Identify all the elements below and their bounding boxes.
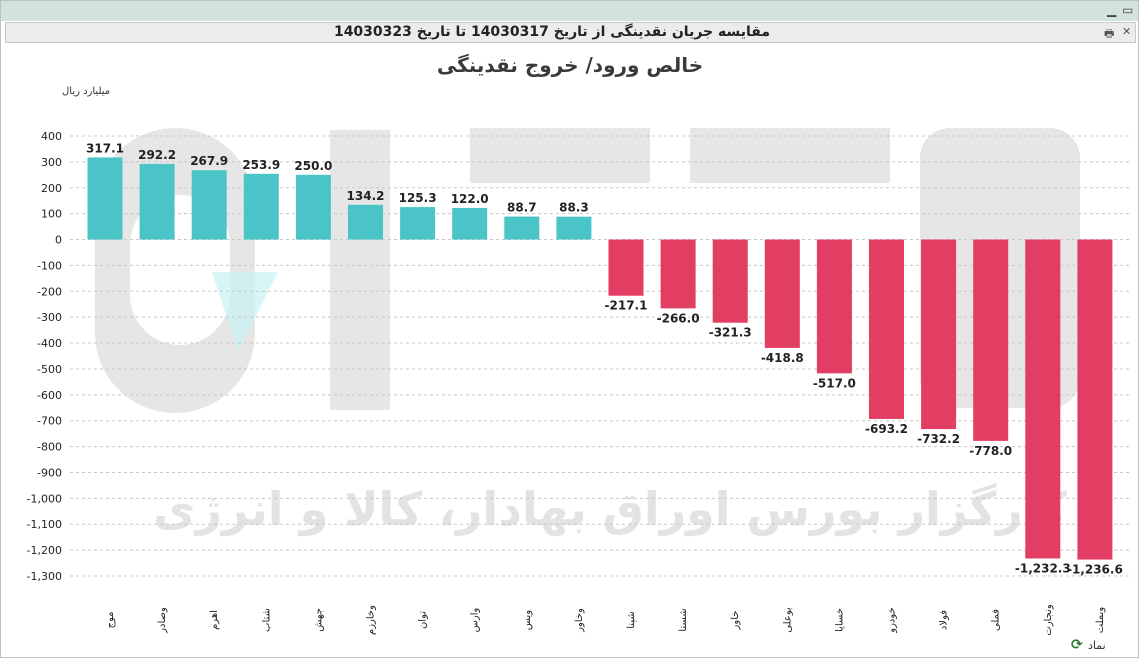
y-tick-label: -600 — [37, 389, 62, 402]
value-labels: 317.1 292.2 267.9 253.9 250.0 134.2 125.3 122.0… — [86, 141, 1123, 576]
x-tick-label: فملی — [991, 609, 1002, 631]
value-label: 267.9 — [190, 154, 228, 168]
watermark-text: کارگزار بورس اوراق بهادار، کالا و انرژی — [153, 482, 1067, 536]
window-title-bar: مقایسه جریان نقدینگی از تاریخ 14030317 ت… — [5, 22, 1136, 43]
y-tick-label: -1,000 — [27, 492, 62, 505]
bar-12 — [712, 239, 748, 323]
bar-6 — [400, 207, 436, 240]
maximize-icon[interactable]: ▭ — [1122, 3, 1134, 17]
value-label: 88.7 — [507, 201, 537, 215]
y-tick-label: -1,200 — [27, 544, 62, 557]
window-top-strip: ▁ ▭ — [1, 1, 1138, 21]
x-tick-label: وخارزم — [366, 605, 377, 635]
bar-17 — [973, 239, 1009, 441]
bar-13 — [764, 239, 800, 348]
value-label: -217.1 — [605, 299, 648, 313]
value-label: -778.0 — [969, 444, 1012, 458]
y-tick-label: -300 — [37, 311, 62, 324]
y-tick-label: -800 — [37, 441, 62, 454]
bar-15 — [869, 239, 904, 419]
value-label: 250.0 — [294, 159, 332, 173]
value-label: 253.9 — [242, 158, 280, 172]
value-label: 122.0 — [451, 192, 489, 206]
close-icon[interactable]: ✕ — [1122, 25, 1132, 38]
y-axis-ticks: 400 300 200 100 0 -100 -200 -300 -400 -500 -600 -70… — [27, 130, 62, 583]
x-tick-label: ونجارت — [1043, 604, 1054, 636]
x-tick-label: خودرو — [887, 607, 898, 633]
refresh-icon[interactable]: ⟳ — [1071, 637, 1083, 653]
value-label: -517.0 — [813, 376, 856, 390]
bar-11 — [660, 239, 696, 309]
bar-7 — [452, 207, 488, 240]
x-tick-label: خاور — [730, 611, 741, 631]
bar-19 — [1077, 239, 1113, 560]
value-label: 88.3 — [559, 201, 589, 215]
y-tick-label: -100 — [37, 259, 62, 272]
value-label: -1,236.6 — [1067, 563, 1123, 577]
value-label: -418.8 — [761, 351, 804, 365]
value-label: -321.3 — [709, 326, 752, 340]
y-tick-label: 200 — [41, 182, 62, 195]
x-axis-ticks: موج وصادر اهرم شتاب جهش وخارزم توان وارس ویس وخاو… — [105, 604, 1106, 636]
bar-16 — [921, 239, 957, 430]
bar-5 — [348, 204, 383, 240]
window-title: مقایسه جریان نقدینگی از تاریخ 14030317 ت… — [333, 24, 770, 40]
value-label: -732.2 — [917, 432, 960, 446]
x-tick-label: وارس — [470, 608, 481, 633]
value-label: -693.2 — [865, 422, 908, 436]
bar-10 — [608, 239, 644, 296]
x-tick-label: وبملت — [1095, 607, 1106, 634]
bar-14 — [816, 239, 852, 374]
value-label: -266.0 — [657, 311, 700, 325]
x-tick-label: اهرم — [209, 610, 220, 630]
watermark-logo-accent — [212, 272, 278, 352]
x-tick-label: خساپا — [834, 608, 845, 632]
bar-4 — [295, 174, 331, 240]
x-tick-label: شپنا — [626, 611, 637, 628]
footer-label: نماد — [1088, 639, 1106, 652]
y-tick-label: -700 — [37, 415, 62, 428]
y-tick-label: 300 — [41, 156, 62, 169]
watermark-logo-bar-3 — [690, 128, 890, 183]
bars — [87, 157, 1113, 560]
chart-title: خالص ورود/ خروج نقدینگی — [437, 53, 703, 77]
bar-8 — [504, 216, 540, 240]
value-label: -1,232.3 — [1015, 561, 1071, 575]
x-tick-label: وخاور — [574, 608, 585, 633]
y-tick-label: 0 — [55, 234, 62, 247]
x-tick-label: بوعلی — [782, 607, 793, 633]
bar-0 — [87, 157, 123, 240]
y-tick-label: 400 — [41, 130, 62, 143]
watermark-logo-bar-1 — [330, 130, 390, 410]
y-tick-label: -400 — [37, 337, 62, 350]
x-tick-label: وصادر — [157, 607, 168, 634]
print-icon[interactable]: 🖶 — [1104, 27, 1115, 40]
x-tick-label: شتاب — [261, 608, 272, 632]
minimize-icon[interactable]: ▁ — [1107, 3, 1117, 17]
x-tick-label: شستا — [678, 608, 689, 631]
y-tick-label: -500 — [37, 363, 62, 376]
y-tick-label: -1,300 — [27, 570, 62, 583]
bar-2 — [191, 170, 227, 240]
x-tick-label: ویس — [522, 610, 533, 631]
y-tick-label: -200 — [37, 285, 62, 298]
value-label: 134.2 — [347, 189, 385, 203]
value-label: 317.1 — [86, 141, 124, 155]
x-tick-label: جهش — [313, 608, 324, 632]
y-tick-label: 100 — [41, 208, 62, 221]
bar-1 — [139, 163, 175, 240]
bar-18 — [1025, 239, 1061, 559]
value-label: 292.2 — [138, 148, 176, 162]
value-label: 125.3 — [399, 191, 437, 205]
y-axis-label: میلیارد ریال — [62, 86, 110, 97]
x-tick-label: فولاد — [939, 610, 950, 630]
x-tick-label: موج — [105, 612, 116, 629]
y-tick-label: -900 — [37, 466, 62, 479]
bar-3 — [243, 173, 279, 240]
x-tick-label: توان — [418, 611, 429, 629]
watermark-logo-bar-2 — [470, 128, 650, 183]
bar-9 — [556, 216, 592, 240]
y-tick-label: -1,100 — [27, 518, 62, 531]
